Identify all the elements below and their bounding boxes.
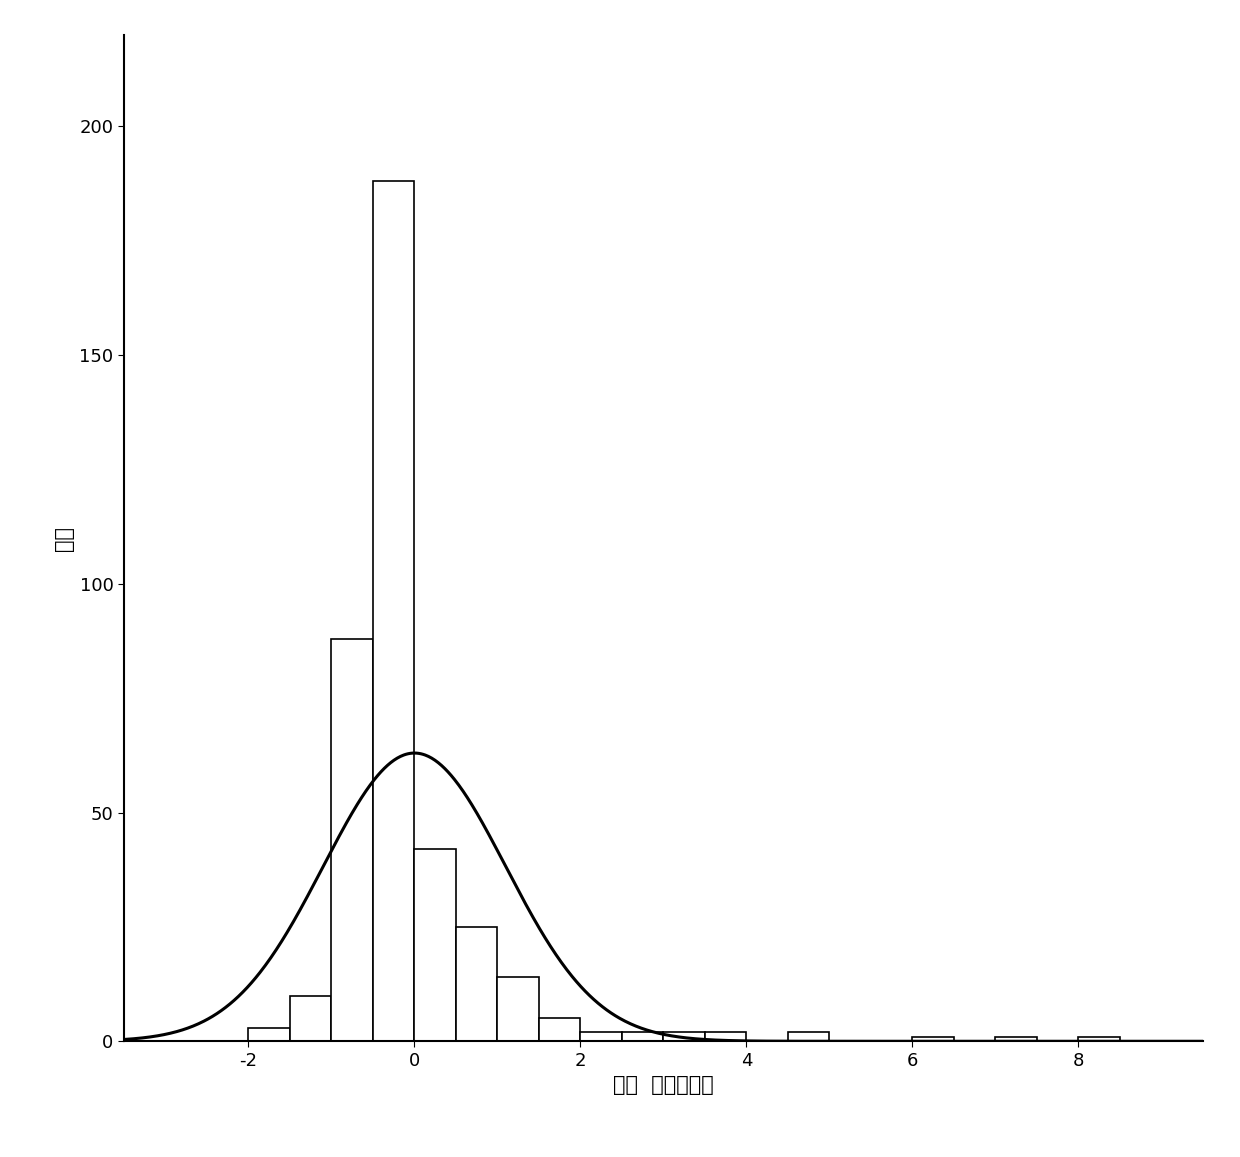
Bar	[539, 1018, 580, 1041]
Bar	[1079, 1037, 1120, 1041]
Bar	[787, 1032, 830, 1041]
Bar	[331, 639, 373, 1041]
Bar	[622, 1032, 663, 1041]
Bar	[414, 849, 456, 1041]
Bar	[996, 1037, 1037, 1041]
Bar	[704, 1032, 746, 1041]
Bar	[373, 182, 414, 1041]
Bar	[663, 1032, 704, 1041]
Bar	[456, 927, 497, 1041]
Bar	[290, 995, 331, 1041]
X-axis label: 回归  标准化残差: 回归 标准化残差	[613, 1075, 714, 1096]
Y-axis label: 频率: 频率	[53, 525, 74, 551]
Bar	[248, 1027, 290, 1041]
Bar	[497, 978, 539, 1041]
Bar	[580, 1032, 622, 1041]
Bar	[913, 1037, 954, 1041]
